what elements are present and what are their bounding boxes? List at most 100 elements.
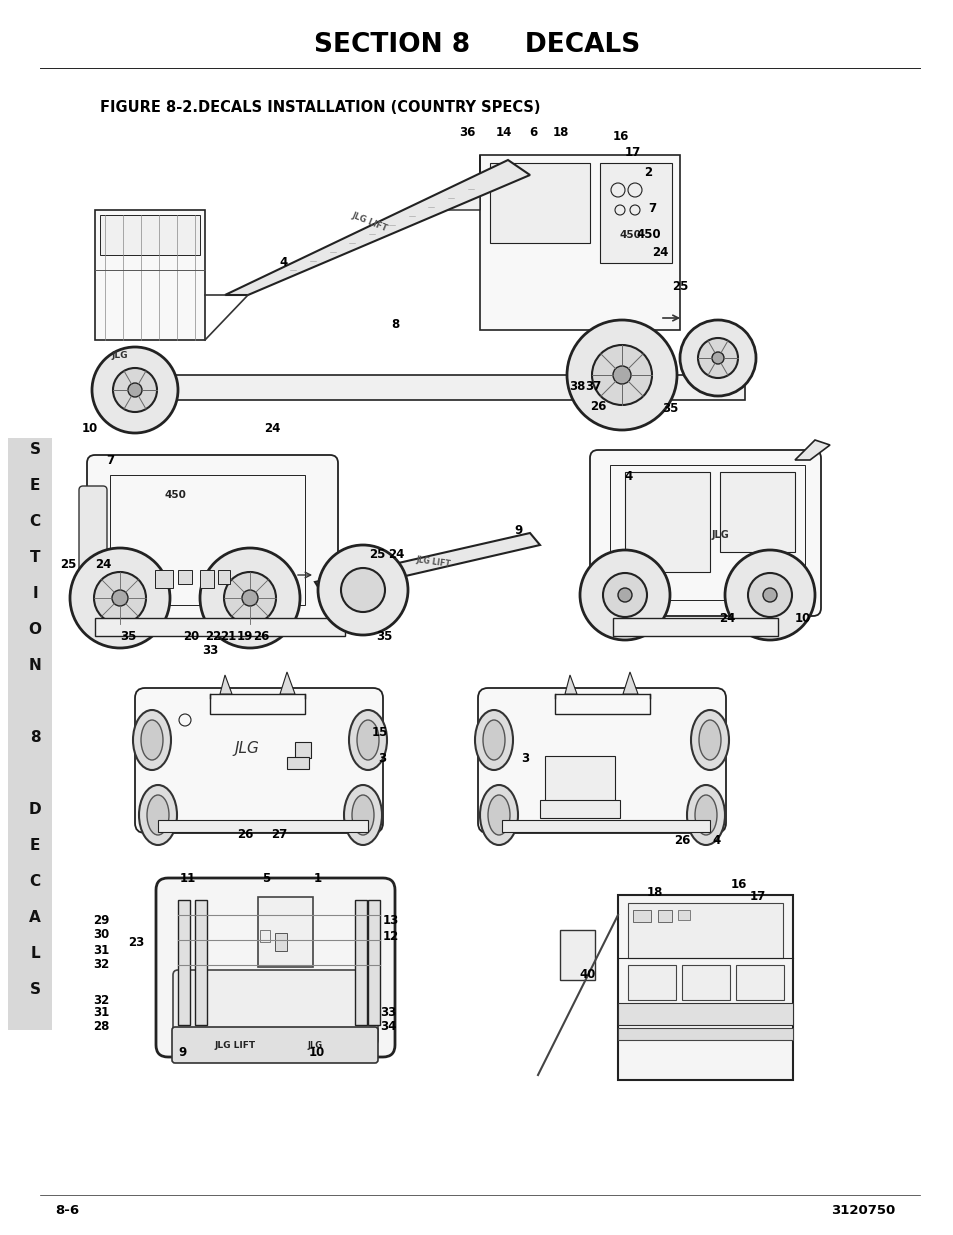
Text: 23: 23 [128, 935, 144, 948]
FancyBboxPatch shape [87, 454, 337, 626]
Polygon shape [280, 672, 294, 694]
Text: 35: 35 [661, 403, 678, 415]
Text: JLG LIFT: JLG LIFT [214, 1041, 255, 1050]
Text: N: N [29, 658, 41, 673]
Polygon shape [220, 676, 232, 694]
Bar [200, 571, 213, 588]
FancyBboxPatch shape [172, 969, 377, 1045]
Bar [110, 475, 305, 605]
Circle shape [70, 548, 170, 648]
Polygon shape [314, 534, 539, 595]
Text: JLG LIFT: JLG LIFT [415, 555, 451, 569]
Text: 13: 13 [382, 914, 398, 926]
Text: 7: 7 [647, 201, 656, 215]
Text: A: A [30, 910, 41, 925]
Text: 25: 25 [60, 558, 76, 572]
Bar [624, 472, 709, 572]
Text: 33: 33 [379, 1007, 395, 1020]
Bar [539, 800, 619, 818]
Circle shape [698, 338, 738, 378]
Text: 29: 29 [92, 914, 109, 926]
Bar [95, 618, 345, 636]
Text: 6: 6 [528, 126, 537, 140]
Text: 450: 450 [164, 490, 186, 500]
Ellipse shape [482, 720, 504, 760]
Text: FIGURE 8-2.DECALS INSTALLATION (COUNTRY SPECS): FIGURE 8-2.DECALS INSTALLATION (COUNTRY … [100, 100, 540, 115]
Ellipse shape [699, 720, 720, 760]
Text: 12: 12 [382, 930, 398, 944]
Bar [627, 903, 782, 958]
Bar [218, 571, 230, 584]
Text: 10: 10 [794, 611, 810, 625]
Text: 28: 28 [92, 1020, 109, 1032]
Circle shape [242, 590, 257, 606]
Circle shape [602, 573, 646, 618]
Text: D: D [29, 803, 41, 818]
Text: SECTION 8      DECALS: SECTION 8 DECALS [314, 32, 639, 58]
Text: T: T [30, 551, 40, 566]
Text: S: S [30, 983, 40, 998]
Bar [158, 820, 368, 832]
Bar [174, 375, 744, 400]
FancyBboxPatch shape [156, 878, 395, 1057]
Bar [618, 895, 792, 1079]
Circle shape [762, 588, 776, 601]
Text: 21: 21 [219, 630, 236, 642]
Bar [609, 466, 804, 600]
Circle shape [747, 573, 791, 618]
Ellipse shape [686, 785, 724, 845]
Ellipse shape [690, 710, 728, 769]
Bar [8, 438, 52, 1030]
Bar [178, 571, 192, 584]
Text: 3120750: 3120750 [830, 1203, 894, 1216]
Bar [555, 694, 649, 714]
Bar [658, 910, 671, 923]
Text: 1: 1 [314, 872, 322, 884]
Text: JLG: JLG [234, 741, 259, 756]
Text: 22: 22 [205, 630, 221, 642]
Circle shape [112, 590, 128, 606]
Text: 8: 8 [30, 730, 40, 746]
Text: 26: 26 [589, 400, 605, 414]
Text: 33: 33 [202, 645, 218, 657]
Bar [720, 472, 794, 552]
Text: 2: 2 [643, 165, 652, 179]
Text: JLG: JLG [307, 1041, 322, 1050]
Circle shape [224, 572, 275, 624]
Text: 30: 30 [92, 929, 109, 941]
Circle shape [340, 568, 385, 613]
Bar [599, 163, 671, 263]
Text: 8-6: 8-6 [55, 1203, 79, 1216]
Circle shape [592, 345, 651, 405]
FancyBboxPatch shape [172, 1028, 377, 1063]
Text: 10: 10 [309, 1046, 325, 1060]
Ellipse shape [475, 710, 513, 769]
Circle shape [613, 366, 630, 384]
Ellipse shape [352, 795, 374, 835]
Circle shape [566, 320, 677, 430]
Circle shape [317, 545, 408, 635]
Text: E: E [30, 839, 40, 853]
Bar [355, 900, 367, 1025]
Bar [294, 742, 311, 758]
Text: JLG LIFT: JLG LIFT [351, 211, 389, 233]
Polygon shape [225, 161, 530, 295]
Text: 32: 32 [92, 958, 109, 972]
Bar [257, 897, 313, 967]
FancyBboxPatch shape [477, 688, 725, 832]
Bar [100, 215, 200, 254]
Text: 24: 24 [718, 611, 735, 625]
Text: 9: 9 [515, 524, 522, 536]
Text: 34: 34 [379, 1020, 395, 1034]
Bar [618, 1028, 792, 1040]
Text: 10: 10 [82, 421, 98, 435]
Text: 20: 20 [183, 630, 199, 642]
Text: 27: 27 [271, 829, 287, 841]
Text: C: C [30, 874, 41, 889]
Text: 8: 8 [391, 319, 398, 331]
Circle shape [112, 368, 157, 412]
Text: 26: 26 [236, 829, 253, 841]
Circle shape [91, 347, 178, 433]
Text: 18: 18 [646, 887, 662, 899]
Polygon shape [794, 440, 829, 459]
